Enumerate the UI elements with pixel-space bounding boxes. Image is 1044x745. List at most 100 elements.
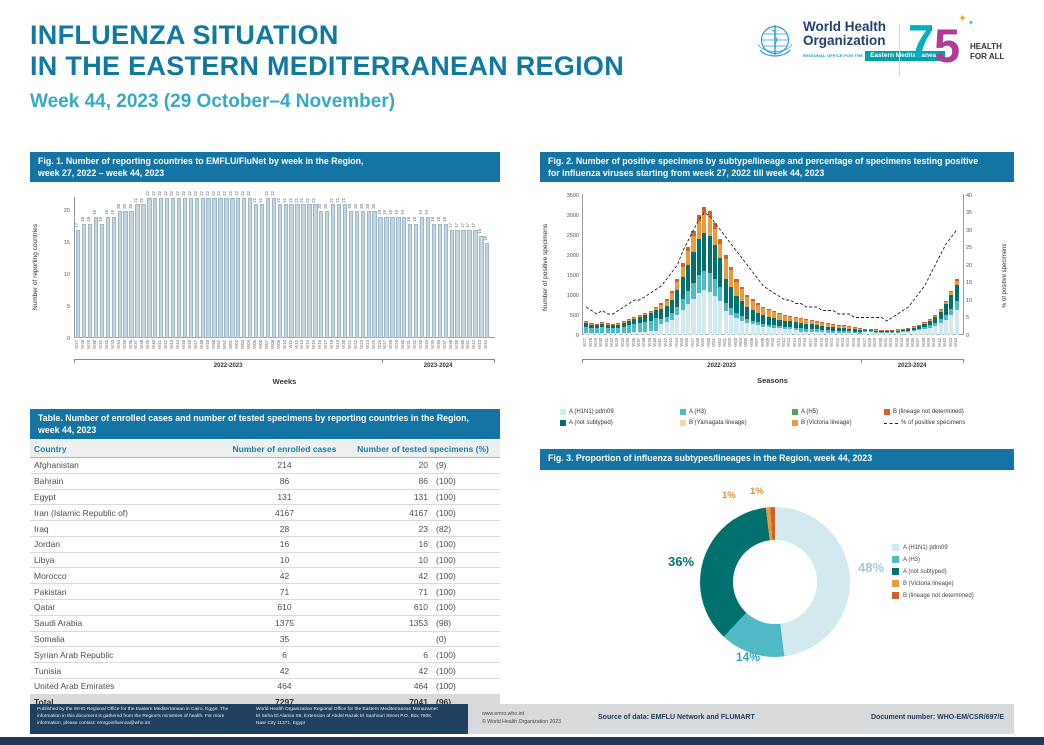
fig2-bar-segment: [938, 309, 943, 310]
page-title: INFLUENZA SITUATION IN THE EASTERN MEDIT…: [30, 20, 624, 82]
fig2-bar-segment: [664, 322, 669, 335]
fig2-season-label: 2023-2024: [897, 363, 927, 369]
fig2-bar-segment: [868, 329, 873, 332]
fig1-bar: [159, 198, 164, 338]
fig1-bar-value-label: 22: [145, 191, 151, 196]
fig2-bar-segment: [734, 318, 739, 335]
fig2-bar-segment: [890, 331, 895, 333]
fig2-right-tick-label: 20: [966, 262, 973, 269]
fig1-ytick-label: 15: [63, 240, 70, 247]
fig2-week-label: W33: [614, 338, 620, 347]
table-row: Iran (Islamic Republic of) 4167 4167 (100): [30, 504, 500, 522]
fig2-bar-segment: [911, 327, 916, 330]
who-name-line1: World Health: [803, 19, 887, 34]
pct-cell: (100): [432, 536, 500, 553]
enrolled-cell: 16: [223, 536, 346, 553]
fig1-week-label: W04: [246, 340, 252, 349]
fig2-bar-segment: [696, 239, 701, 275]
fig1-bar: [360, 210, 365, 338]
fig2-bar-segment: [938, 311, 943, 320]
fig2-bar-segment: [643, 315, 648, 322]
fig1-bar: [200, 198, 205, 338]
pct-cell: (100): [432, 552, 500, 569]
fig1-week-label: W19: [335, 340, 341, 349]
fig1-bar-value-label: 21: [311, 197, 317, 203]
bottom-accent-strip: [0, 737, 1044, 745]
fig2-bar-segment: [637, 332, 642, 335]
fig1-bar-value-label: 21: [329, 197, 335, 203]
who-logo-text: World Health Organization REGIONAL OFFIC…: [803, 19, 946, 61]
fig2-bar-segment: [917, 325, 922, 329]
fig1-bar-value-label: 20: [323, 203, 329, 209]
fig1-week-label: W38: [447, 340, 453, 349]
footer-web-block: www.emro.who.int © World Health Organiza…: [482, 710, 561, 727]
fig2-bar-segment: [686, 291, 691, 305]
fig1-bar: [93, 217, 99, 338]
fig2-bar-segment: [788, 315, 793, 317]
fig1-bar: [117, 210, 122, 338]
fig2-bar-segment: [707, 217, 712, 236]
fig2-bar-segment: [868, 332, 873, 335]
pct-cell: (100): [432, 678, 500, 695]
fig2-bar-segment: [605, 324, 610, 328]
fig3-percent-label: 1%: [750, 486, 764, 497]
fig2-week-label: W02: [727, 338, 733, 347]
country-cell: Libya: [30, 552, 223, 569]
fig1-bar-value-label: 21: [305, 197, 311, 203]
fig1-week-label: W49: [204, 340, 210, 349]
who-office-prefix: REGIONAL OFFICE FOR THE: [803, 53, 864, 59]
fig2-bar-segment: [761, 315, 766, 324]
fig1-week-label: W33: [109, 340, 115, 349]
fig2-bar-segment: [863, 329, 868, 332]
fig2-bar-segment: [943, 314, 949, 320]
fig1-week-label: W52: [222, 340, 228, 349]
tested-cell: 610: [346, 599, 432, 616]
fig2-bar-segment: [637, 315, 642, 316]
fig2-bar-segment: [852, 327, 857, 330]
fig2-legend-swatch: [884, 409, 890, 415]
fig2-bar-segment: [777, 314, 782, 320]
fig1-bar: [99, 223, 105, 338]
fig1-bar-value-label: 21: [293, 197, 299, 203]
fig1-bar: [455, 229, 460, 338]
fig2-bar-segment: [831, 324, 836, 328]
fig1-season-label: 2022-2023: [213, 363, 243, 369]
fig1-week-label: W16: [317, 340, 323, 349]
fig2-right-tick-label: 0: [966, 332, 970, 339]
fig2-bar-segment: [895, 332, 900, 335]
fig2-bar-segment: [804, 319, 809, 320]
fig2-bar-segment: [589, 327, 594, 334]
fig2-right-tick-label: 40: [966, 192, 973, 199]
table-row: Qatar 610 610 (100): [30, 599, 500, 616]
fig1-week-label: W29: [394, 340, 400, 349]
fig2-bar-segment: [610, 323, 616, 325]
fig1-bar: [182, 198, 188, 338]
fig1-bar: [372, 210, 377, 338]
fig1-bar: [271, 198, 277, 338]
fig1-bar-value-label: 22: [210, 191, 216, 196]
fig2-bar-segment: [927, 319, 932, 320]
pct-cell: (0): [432, 631, 500, 648]
country-cell: Syrian Arab Republic: [30, 646, 223, 664]
tested-cell: 20: [346, 457, 432, 474]
fig1-week-label: W15: [311, 340, 317, 349]
fig2-bar-segment: [729, 287, 734, 308]
fig2-bar-segment: [653, 309, 658, 319]
fig3-legend-swatch: [892, 544, 899, 551]
fig2-bar-segment: [809, 324, 814, 329]
fig2-bar-segment: [594, 328, 599, 334]
fig1-bar-value-label: 22: [204, 191, 210, 196]
fig2-bar-segment: [627, 319, 632, 321]
fig2-bar-segment: [847, 326, 852, 329]
fig2-bar-segment: [777, 319, 782, 327]
fig2-bar-segment: [594, 325, 599, 329]
fig1-bar-value-label: 20: [358, 203, 364, 209]
fig2-bar-segment: [809, 332, 814, 335]
fig1-bar-value-label: 15: [483, 235, 489, 241]
fig2-bar-segment: [949, 308, 954, 316]
tested-cell: 16: [346, 536, 432, 553]
fig2-legend-item: A (H1N1) pdm09: [560, 409, 680, 415]
fig1-week-label: W27: [74, 340, 80, 349]
fig2-bar-segment: [739, 289, 744, 302]
fig1-week-label: W34: [423, 340, 429, 349]
